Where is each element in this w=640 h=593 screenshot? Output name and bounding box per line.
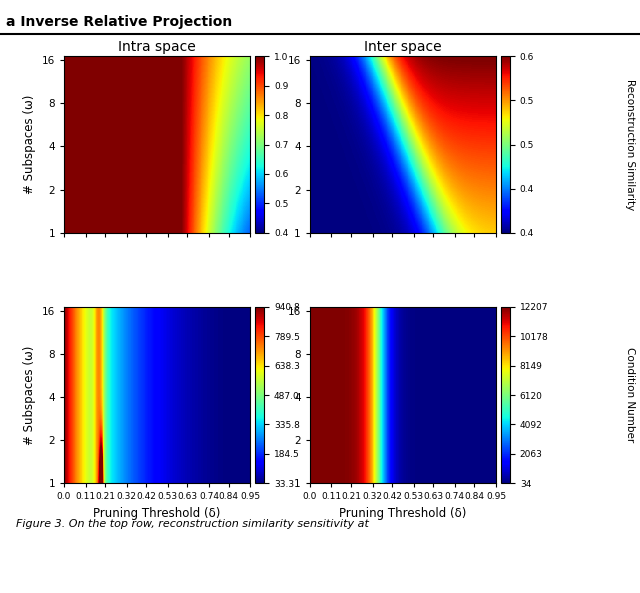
X-axis label: Pruning Threshold (δ): Pruning Threshold (δ) bbox=[339, 507, 467, 520]
Text: a Inverse Relative Projection: a Inverse Relative Projection bbox=[6, 15, 233, 29]
Title: Intra space: Intra space bbox=[118, 40, 196, 54]
Text: Condition Number: Condition Number bbox=[625, 347, 636, 443]
Text: Reconstruction Similarity: Reconstruction Similarity bbox=[625, 79, 636, 210]
Text: Figure 3. On the top row, reconstruction similarity sensitivity at: Figure 3. On the top row, reconstruction… bbox=[16, 519, 369, 529]
Title: Inter space: Inter space bbox=[364, 40, 442, 54]
Y-axis label: # Subspaces (ω): # Subspaces (ω) bbox=[23, 95, 36, 195]
X-axis label: Pruning Threshold (δ): Pruning Threshold (δ) bbox=[93, 507, 221, 520]
Y-axis label: # Subspaces (ω): # Subspaces (ω) bbox=[23, 345, 36, 445]
